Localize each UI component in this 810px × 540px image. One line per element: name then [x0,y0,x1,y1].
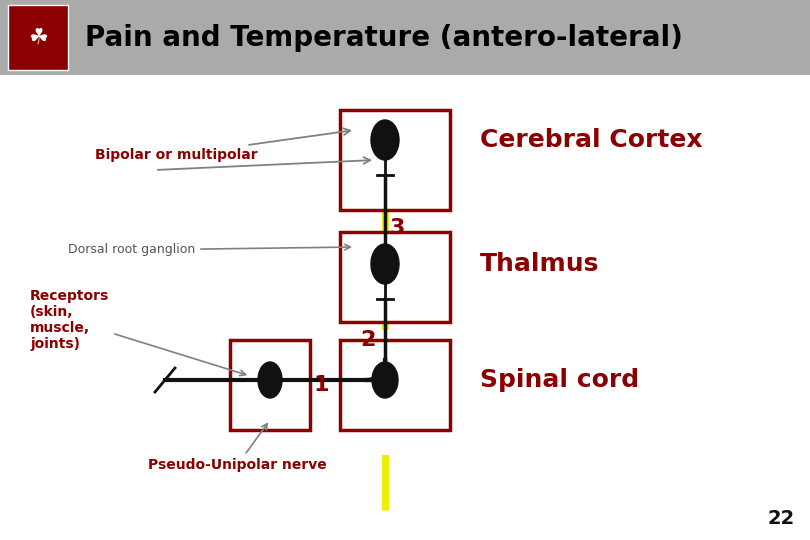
Bar [340,232,450,322]
Text: 22: 22 [768,509,795,528]
Text: Cerebral Cortex: Cerebral Cortex [480,128,702,152]
Text: Thalmus: Thalmus [480,252,599,276]
Bar [340,340,450,430]
Text: 1: 1 [313,375,329,395]
Ellipse shape [372,362,398,398]
Bar [0,0,810,75]
Text: Pseudo-Unipolar nerve: Pseudo-Unipolar nerve [148,424,326,472]
Text: Bipolar or multipolar: Bipolar or multipolar [95,129,350,162]
Ellipse shape [371,244,399,284]
Bar [8,5,68,70]
Text: Receptors
(skin,
muscle,
joints): Receptors (skin, muscle, joints) [30,289,245,376]
Ellipse shape [258,362,282,398]
Text: Spinal cord: Spinal cord [480,368,639,392]
Text: 2: 2 [360,330,375,350]
Text: Pain and Temperature (antero-lateral): Pain and Temperature (antero-lateral) [85,24,683,51]
Bar [340,110,450,210]
Bar [230,340,310,430]
Text: ☘: ☘ [28,28,48,48]
Ellipse shape [371,120,399,160]
Text: Dorsal root ganglion: Dorsal root ganglion [68,244,351,256]
Text: 3: 3 [390,218,405,238]
